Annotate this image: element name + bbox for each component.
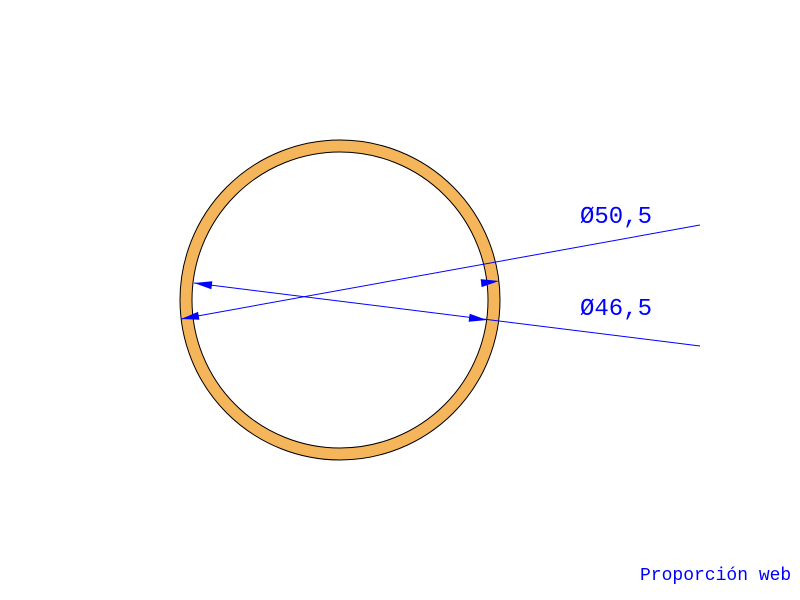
dimension-label-outer: Ø50,5 (580, 204, 652, 231)
technical-drawing: Ø50,5 Ø46,5 Proporción web 1:2 (0, 0, 800, 600)
dimension-label-inner: Ø46,5 (580, 296, 652, 323)
dimension-inner: Ø46,5 (194, 281, 700, 346)
ring-profile (180, 140, 500, 460)
scale-footer-label: Proporción web 1:2 (640, 566, 800, 586)
dimension-annotations: Ø50,5 Ø46,5 (181, 204, 700, 346)
